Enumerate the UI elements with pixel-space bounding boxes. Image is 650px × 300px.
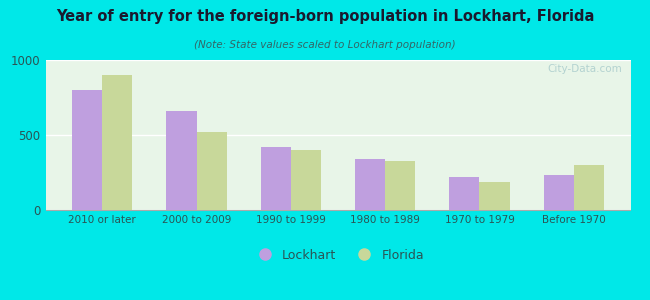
- Text: City-Data.com: City-Data.com: [547, 64, 621, 74]
- Bar: [385, 160, 415, 210]
- Bar: [72, 90, 102, 210]
- Bar: [355, 159, 385, 210]
- Bar: [261, 147, 291, 210]
- Bar: [166, 111, 196, 210]
- Text: (Note: State values scaled to Lockhart population): (Note: State values scaled to Lockhart p…: [194, 40, 456, 50]
- Bar: [291, 150, 321, 210]
- Legend: Lockhart, Florida: Lockhart, Florida: [247, 244, 429, 267]
- Bar: [102, 75, 133, 210]
- Bar: [543, 175, 574, 210]
- Bar: [480, 182, 510, 210]
- Text: Year of entry for the foreign-born population in Lockhart, Florida: Year of entry for the foreign-born popul…: [56, 9, 594, 24]
- Bar: [449, 177, 480, 210]
- Bar: [196, 132, 227, 210]
- Bar: [574, 165, 604, 210]
